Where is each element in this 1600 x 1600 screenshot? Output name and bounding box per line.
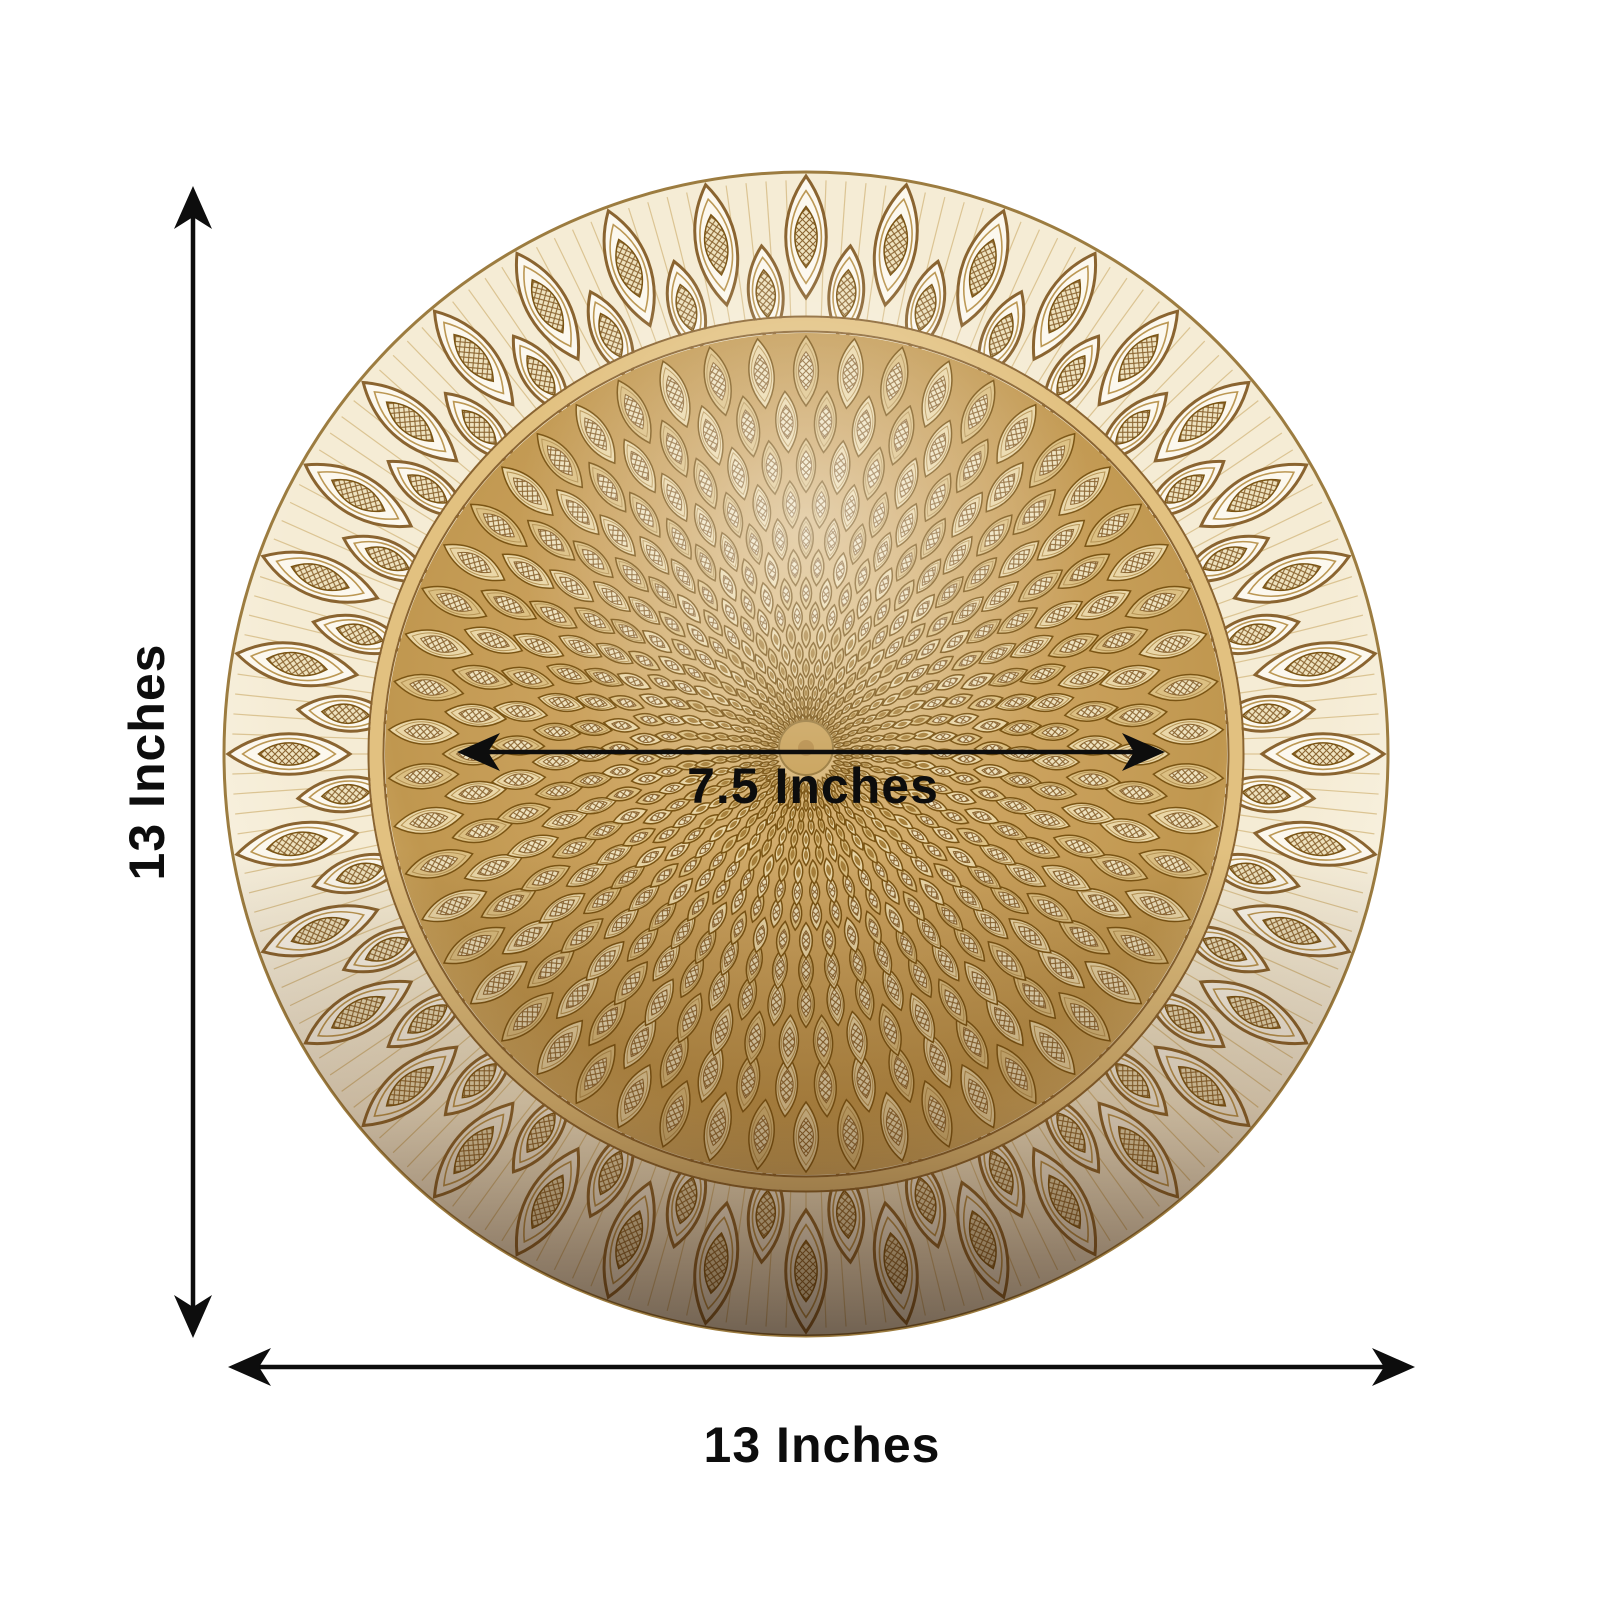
arrowhead-icon: [228, 1348, 271, 1386]
arrowhead-icon: [174, 186, 212, 229]
inner-diameter-arrow: [457, 733, 1165, 771]
inner-diameter-label: 7.5 Inches: [687, 758, 939, 814]
arrowhead-icon: [457, 733, 500, 771]
arrowhead-icon: [1122, 733, 1165, 771]
arrowhead-icon: [1372, 1348, 1415, 1386]
width-dimension-label: 13 Inches: [704, 1417, 941, 1473]
height-dimension-label: 13 Inches: [119, 644, 175, 881]
arrowhead-icon: [174, 1295, 212, 1338]
height-dimension-arrow: [174, 186, 212, 1338]
width-dimension-arrow: [228, 1348, 1415, 1386]
